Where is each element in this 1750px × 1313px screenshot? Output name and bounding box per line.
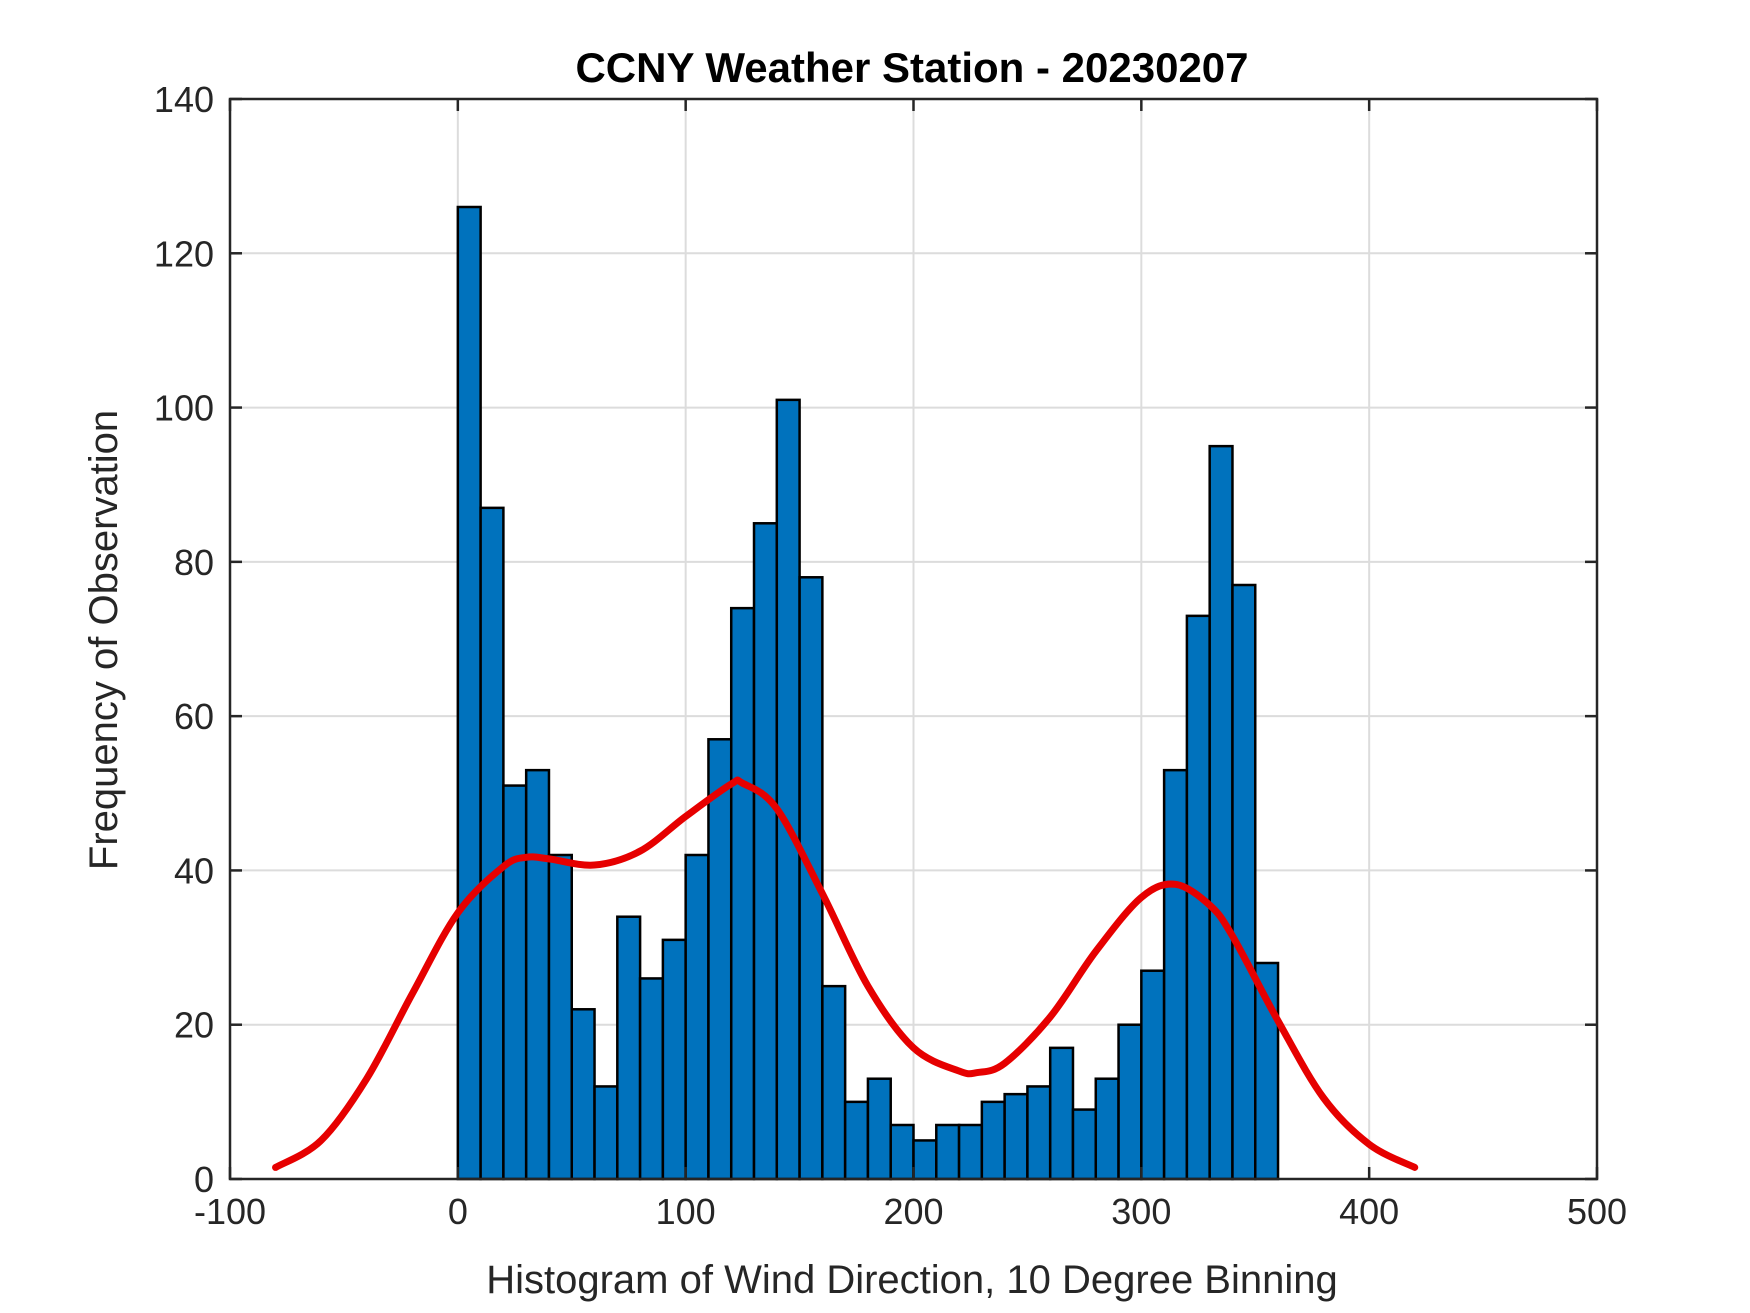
histogram-bar <box>912 1139 938 1181</box>
x-tick-label: 500 <box>1567 1191 1627 1232</box>
histogram-bar <box>1231 583 1257 1181</box>
histogram-bar <box>775 398 801 1181</box>
histogram-bar <box>456 205 482 1181</box>
fit-curve-layer <box>272 776 1419 1171</box>
histogram-bar <box>684 853 710 1181</box>
histogram-bar <box>1026 1085 1052 1181</box>
y-tick-label: 20 <box>174 1005 214 1046</box>
y-tick-labels: 0 20 40 60 80 100 120 140 <box>154 79 214 1200</box>
y-tick-label: 120 <box>154 233 214 274</box>
axes <box>228 97 1599 1181</box>
histogram-bar <box>502 784 528 1181</box>
histogram-bar <box>752 522 779 1181</box>
histogram-bar <box>638 977 665 1181</box>
histogram-bar <box>821 984 847 1181</box>
histogram-bar <box>593 1085 619 1181</box>
x-tick-label: 100 <box>656 1191 716 1232</box>
x-tick-label: -100 <box>194 1191 266 1232</box>
histogram-bar <box>1071 1108 1098 1181</box>
y-tick-label: 100 <box>154 388 214 429</box>
chart-title: CCNY Weather Station - 20230207 <box>575 44 1248 91</box>
histogram-bar <box>935 1123 961 1181</box>
x-tick-label: 300 <box>1111 1191 1171 1232</box>
histogram-bar <box>843 1100 870 1181</box>
histogram-bar <box>707 738 733 1181</box>
histogram-bar <box>547 853 574 1181</box>
y-tick-label: 60 <box>174 696 214 737</box>
histogram-bar <box>479 506 505 1181</box>
y-tick-label: 0 <box>194 1159 214 1200</box>
y-tick-label: 140 <box>154 79 214 120</box>
histogram-bar <box>957 1123 984 1181</box>
histogram-bar <box>1048 1046 1075 1181</box>
histogram-bar <box>661 938 687 1181</box>
histogram-bar <box>570 1008 596 1181</box>
x-tick-label: 400 <box>1339 1191 1399 1232</box>
histogram-bar <box>1117 1023 1143 1181</box>
x-tick-label: 200 <box>883 1191 943 1232</box>
x-tick-label: 0 <box>448 1191 468 1232</box>
y-tick-label: 80 <box>174 542 214 583</box>
y-axis-label: Frequency of Observation <box>82 410 126 870</box>
histogram-bar <box>1162 768 1189 1181</box>
histogram-bar <box>616 915 642 1181</box>
histogram-bar <box>1140 969 1166 1181</box>
fit-curve-line <box>272 776 1419 1171</box>
histogram-bar <box>889 1123 915 1181</box>
x-axis-label: Histogram of Wind Direction, 10 Degree B… <box>486 1258 1338 1302</box>
histogram-bar <box>524 768 551 1181</box>
histogram-bar <box>1003 1092 1029 1181</box>
y-tick-label: 40 <box>174 850 214 891</box>
histogram-bar <box>980 1100 1006 1181</box>
histogram-bar <box>1094 1077 1120 1181</box>
histogram-bar <box>866 1077 892 1181</box>
histogram-bar <box>1208 444 1234 1181</box>
x-tick-labels: -100 0 100 200 300 400 500 <box>194 1191 1627 1232</box>
histogram-bar <box>729 606 756 1181</box>
